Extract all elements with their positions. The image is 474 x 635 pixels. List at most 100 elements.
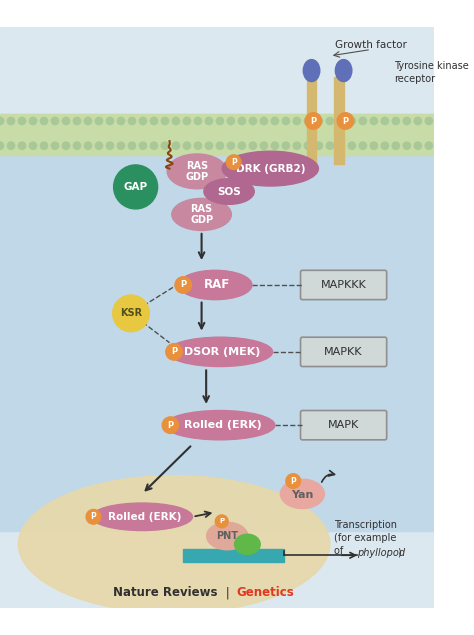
Circle shape — [326, 142, 334, 149]
Circle shape — [51, 142, 59, 149]
Bar — [0, 114, 434, 530]
Bar — [335, 77, 344, 164]
Circle shape — [150, 142, 157, 149]
Circle shape — [271, 142, 279, 149]
Circle shape — [304, 117, 311, 124]
Text: Tyrosine kinase
receptor: Tyrosine kinase receptor — [394, 61, 469, 84]
Text: ): ) — [398, 547, 401, 558]
Circle shape — [249, 142, 256, 149]
Circle shape — [175, 277, 191, 293]
Circle shape — [337, 112, 354, 129]
Circle shape — [337, 117, 345, 124]
Circle shape — [95, 142, 103, 149]
Circle shape — [128, 142, 136, 149]
Circle shape — [414, 117, 421, 124]
Text: P: P — [171, 347, 177, 356]
Circle shape — [403, 117, 410, 124]
Bar — [183, 549, 284, 562]
Circle shape — [392, 142, 400, 149]
Circle shape — [40, 142, 48, 149]
Circle shape — [73, 142, 81, 149]
Circle shape — [29, 117, 36, 124]
Text: RAS
GDP: RAS GDP — [190, 204, 213, 225]
FancyBboxPatch shape — [301, 410, 387, 440]
Text: SOS: SOS — [217, 187, 241, 196]
Ellipse shape — [179, 271, 252, 300]
FancyBboxPatch shape — [301, 271, 387, 300]
Circle shape — [18, 142, 26, 149]
Circle shape — [425, 117, 432, 124]
Text: Rolled (ERK): Rolled (ERK) — [108, 512, 182, 522]
Text: Genetics: Genetics — [237, 586, 294, 599]
Text: P: P — [219, 518, 224, 525]
Circle shape — [194, 142, 201, 149]
Circle shape — [183, 117, 191, 124]
Circle shape — [260, 142, 267, 149]
FancyBboxPatch shape — [301, 337, 387, 366]
Circle shape — [226, 155, 241, 170]
Circle shape — [370, 142, 377, 149]
Circle shape — [359, 117, 366, 124]
Text: MAPKK: MAPKK — [324, 347, 363, 357]
Circle shape — [282, 142, 290, 149]
Circle shape — [62, 142, 70, 149]
Circle shape — [381, 117, 389, 124]
Circle shape — [337, 142, 345, 149]
Circle shape — [249, 117, 256, 124]
Circle shape — [84, 142, 91, 149]
Ellipse shape — [91, 503, 192, 530]
Circle shape — [29, 142, 36, 149]
Circle shape — [86, 509, 101, 524]
Circle shape — [40, 117, 48, 124]
Circle shape — [7, 117, 15, 124]
Circle shape — [359, 142, 366, 149]
Circle shape — [216, 117, 224, 124]
Circle shape — [114, 165, 157, 209]
Text: phyllopod: phyllopod — [357, 547, 405, 558]
Text: RAF: RAF — [204, 279, 230, 291]
Text: Growth factor: Growth factor — [335, 40, 407, 50]
Circle shape — [0, 117, 4, 124]
Text: P: P — [342, 117, 348, 126]
Text: DSOR (MEK): DSOR (MEK) — [184, 347, 261, 357]
Circle shape — [84, 117, 91, 124]
Circle shape — [381, 142, 389, 149]
Bar — [307, 77, 316, 164]
Text: KSR: KSR — [120, 309, 142, 318]
Ellipse shape — [167, 337, 273, 366]
Circle shape — [113, 295, 149, 331]
Text: Rolled (ERK): Rolled (ERK) — [184, 420, 262, 430]
Circle shape — [18, 117, 26, 124]
Circle shape — [106, 117, 114, 124]
Bar — [0, 114, 434, 155]
Text: P: P — [310, 117, 317, 126]
Text: P: P — [91, 512, 96, 521]
Circle shape — [172, 142, 180, 149]
Circle shape — [161, 142, 169, 149]
Ellipse shape — [303, 60, 320, 81]
Text: Transcription
(for example
of: Transcription (for example of — [335, 519, 397, 556]
Text: Yan: Yan — [291, 490, 314, 500]
Ellipse shape — [172, 198, 231, 231]
Circle shape — [7, 142, 15, 149]
Ellipse shape — [207, 523, 248, 550]
Circle shape — [73, 117, 81, 124]
Circle shape — [227, 117, 235, 124]
Circle shape — [161, 117, 169, 124]
Circle shape — [194, 117, 201, 124]
Circle shape — [106, 142, 114, 149]
Circle shape — [392, 117, 400, 124]
Circle shape — [216, 142, 224, 149]
Circle shape — [425, 142, 432, 149]
Circle shape — [293, 142, 301, 149]
Circle shape — [205, 142, 212, 149]
Circle shape — [326, 117, 334, 124]
Circle shape — [139, 142, 146, 149]
Text: P: P — [291, 476, 296, 486]
Circle shape — [0, 142, 4, 149]
Text: RAS
GDP: RAS GDP — [185, 161, 209, 182]
Circle shape — [304, 142, 311, 149]
Circle shape — [414, 142, 421, 149]
Text: GAP: GAP — [124, 182, 148, 192]
Circle shape — [51, 117, 59, 124]
